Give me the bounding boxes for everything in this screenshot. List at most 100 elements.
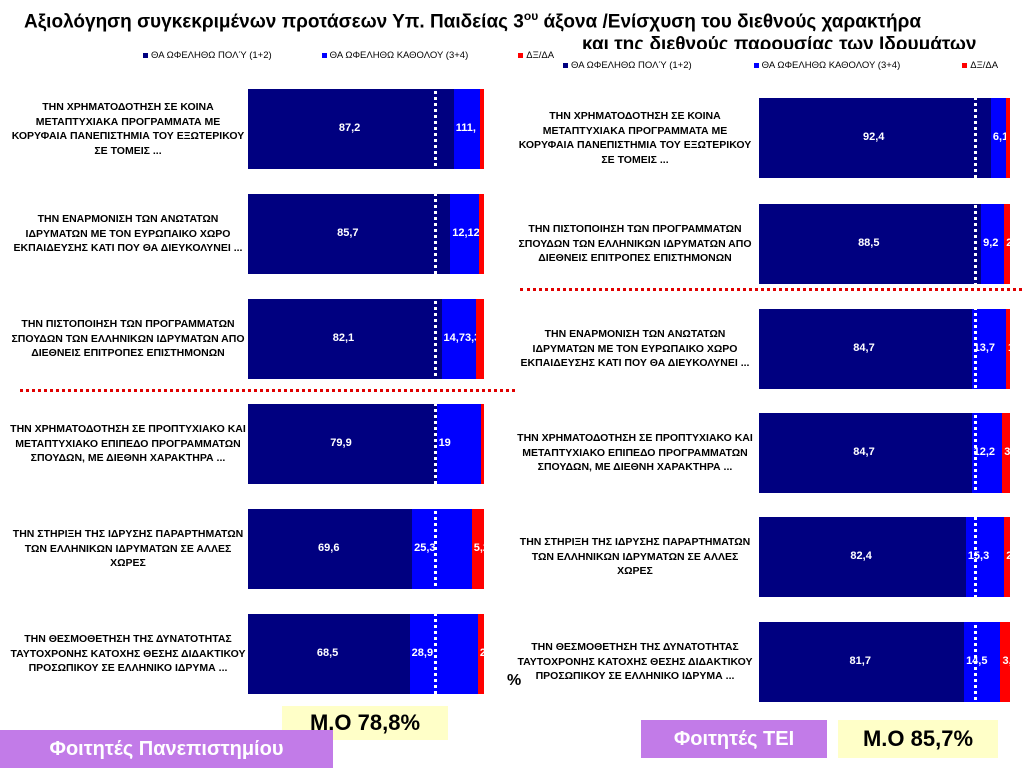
bar-dk (1000, 622, 1010, 702)
bar-dk (476, 299, 484, 379)
stacked-bar: 82,1 14,73,3 (248, 299, 484, 379)
category-label: ΤΗΝ ΕΝΑΡΜΟΝΙΣΗ ΤΩΝ ΑΝΩΤΑΤΩΝ ΙΔΡΥΜΑΤΩΝ ΜΕ… (13, 213, 243, 255)
category-label: ΤΗΝ ΧΡΗΜΑΤΟΔΟΤΗΣΗ ΣΕ ΚΟΙΝΑ ΜΕΤΑΠΤΥΧΙΑΚΑ … (518, 110, 752, 166)
data-label: 15,3 (967, 550, 990, 562)
legend-right: ΘΑ ΩΦΕΛΗΘΩ ΠΟΛΎ (1+2) ΘΑ ΩΦΕΛΗΘΩ ΚΑΘΟΛΟΥ… (563, 60, 998, 71)
bar-dk (1002, 413, 1010, 493)
title-line2: και της διεθνούς παρουσίας των Ιδρυμάτων (582, 34, 977, 50)
separator-dashed-line-right (520, 288, 1022, 291)
bar-much (248, 614, 410, 694)
data-label: 3, (1004, 446, 1014, 458)
bar-dk (1004, 204, 1010, 284)
data-label: 14,73,3 (443, 332, 481, 344)
category-label: ΤΗΝ ΧΡΗΜΑΤΟΔΟΤΗΣΗ ΣΕ ΚΟΙΝΑ ΜΕΤΑΠΤΥΧΙΑΚΑ … (11, 101, 245, 157)
data-label: 12,2 (973, 446, 996, 458)
chart-title: Αξιολόγηση συγκεκριμένων προτάσεων Υπ. Π… (24, 4, 1024, 49)
bar-dk (481, 404, 484, 484)
stacked-bar: 85,7 12,12, (248, 194, 484, 274)
bar-dk (478, 194, 484, 274)
legend-label-dk: ΔΞ/ΔΑ (526, 50, 555, 61)
bar-not-at-all (409, 614, 478, 694)
stacked-bar: 81,7 14,5 3,8 (759, 622, 1018, 702)
stacked-bar: 68,5 28,9 2,6 (248, 614, 495, 694)
category-label: ΤΗΝ ΣΤΗΡΙΞΗ ΤΗΣ ΙΔΡΥΣΗΣ ΠΑΡΑΡΤΗΜΑΤΩΝ ΤΩΝ… (519, 536, 751, 578)
bar-not-at-all (450, 194, 479, 274)
stacked-bar: 69,6 25,3 5,2 (248, 509, 489, 589)
bar-not-at-all (965, 517, 1005, 597)
group-badge-university: Φοιτητές Πανεπιστημίου (0, 730, 333, 768)
legend-label-much: ΘΑ ΩΦΕΛΗΘΩ ΠΟΛΎ (1+2) (151, 50, 272, 61)
bar-much (248, 194, 451, 274)
mean-label-tei: Μ.Ο 85,7% (838, 720, 998, 758)
data-label: 84,7 (853, 342, 875, 354)
bar-much (248, 299, 442, 379)
data-label: 87,2 (338, 122, 361, 134)
bar-much (759, 622, 965, 702)
bar-much (248, 89, 454, 169)
data-label: 68,5 (316, 647, 339, 659)
bar-much (759, 98, 991, 178)
data-label: 92,4 (862, 131, 885, 143)
data-label: 6,1 (992, 131, 1009, 143)
legend-label-not-at-all: ΘΑ ΩΦΕΛΗΘΩ ΚΑΘΟΛΟΥ (3+4) (329, 50, 469, 61)
bar-much (248, 509, 413, 589)
data-label: 79,9 (330, 437, 352, 449)
category-label: ΤΗΝ ΕΝΑΡΜΟΝΙΣΗ ΤΩΝ ΑΝΩΤΑΤΩΝ ΙΔΡΥΜΑΤΩΝ ΜΕ… (520, 328, 750, 370)
bar-dk (471, 509, 484, 589)
bar-not-at-all (436, 404, 482, 484)
legend-swatch-not-at-all (753, 63, 759, 68)
legend-swatch-dk (518, 53, 524, 58)
data-label: 81,7 (849, 655, 871, 667)
bar-dk (1005, 309, 1010, 389)
data-label: 25,3 (414, 542, 436, 554)
title-superscript: ου (523, 9, 539, 23)
data-label: 2, (1006, 237, 1016, 249)
bar-not-at-all (412, 509, 472, 589)
bar-not-at-all (990, 98, 1007, 178)
data-label: 88,5 (858, 237, 880, 249)
data-label: 82,1 (332, 332, 355, 344)
stacked-bar: 87,2 111, (248, 89, 484, 169)
data-label: 3,8 (1002, 655, 1018, 667)
data-label: 82,4 (850, 550, 872, 562)
bar-dk (479, 89, 484, 169)
percent-unit-label: % (507, 672, 522, 689)
data-label: 84,7 (853, 446, 875, 458)
data-label: 5,2 (473, 542, 490, 554)
category-label: ΤΗΝ ΠΙΣΤΟΠΟΙΗΣΗ ΤΩΝ ΠΡΟΓΡΑΜΜΑΤΩΝ ΣΠΟΥΔΩΝ… (11, 318, 245, 360)
data-label: 9,2 (983, 237, 999, 249)
bar-much (759, 204, 982, 284)
stacked-bar: 79,9 19 1, (248, 404, 493, 484)
bar-not-at-all (981, 204, 1005, 284)
separator-dashed-line-left (20, 389, 515, 392)
data-label: 1, (1007, 342, 1018, 354)
stacked-bar: 84,7 13,7 1, (759, 309, 1017, 389)
title-line1-tail: άξονα /Ενίσχυση του διεθνούς χαρακτήρα (538, 11, 922, 33)
legend-label-dk: ΔΞ/ΔΑ (970, 60, 999, 71)
stacked-bar: 82,4 15,3 2, (759, 517, 1015, 597)
legend-left: ΘΑ ΩΦΕΛΗΘΩ ΠΟΛΎ (1+2) ΘΑ ΩΦΕΛΗΘΩ ΚΑΘΟΛΟΥ… (143, 50, 554, 61)
category-label: ΤΗΝ ΠΙΣΤΟΠΟΙΗΣΗ ΤΩΝ ΠΡΟΓΡΑΜΜΑΤΩΝ ΣΠΟΥΔΩΝ… (518, 223, 752, 265)
bar-much (759, 413, 972, 493)
category-label: ΤΗΝ ΧΡΗΜΑΤΟΔΟΤΗΣΗ ΣΕ ΠΡΟΠΤΥΧΙΑΚΟ ΚΑΙ ΜΕΤ… (517, 432, 753, 474)
data-label: 69,6 (318, 542, 340, 554)
legend-swatch-not-at-all (321, 53, 327, 58)
legend-swatch-much (563, 63, 568, 68)
legend-swatch-much (143, 53, 148, 58)
bar-much (248, 404, 437, 484)
data-label: 1, (483, 437, 493, 449)
bar-much (759, 517, 966, 597)
data-label: 2,6 (479, 647, 496, 659)
data-label: 2, (1006, 550, 1016, 562)
title-line1: Αξιολόγηση συγκεκριμένων προτάσεων Υπ. Π… (24, 11, 524, 33)
data-label: 12,12, (452, 227, 483, 239)
bar-dk (1004, 517, 1010, 597)
mean-reference-line (433, 84, 437, 700)
data-label: 111, (455, 122, 476, 134)
bar-not-at-all (441, 299, 477, 379)
legend-label-not-at-all: ΘΑ ΩΦΕΛΗΘΩ ΚΑΘΟΛΟΥ (3+4) (761, 60, 901, 71)
legend-swatch-dk (962, 63, 968, 68)
category-label: ΤΗΝ ΣΤΗΡΙΞΗ ΤΗΣ ΙΔΡΥΣΗΣ ΠΑΡΑΡΤΗΜΑΤΩΝ ΤΩΝ… (12, 528, 244, 570)
stacked-bar: 88,5 9,2 2, (759, 204, 1015, 284)
stacked-bar: 92,4 6,1 (759, 98, 1010, 178)
